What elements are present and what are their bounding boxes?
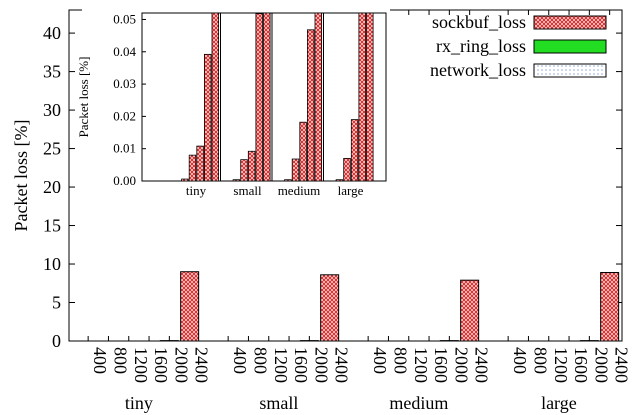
x-tick-label: 1600 <box>431 347 451 383</box>
y-tick-label: 25 <box>43 139 61 159</box>
inset-bar-large-5 <box>366 12 374 182</box>
inset-bar-tiny-1 <box>181 178 189 182</box>
y-tick-label: 40 <box>43 23 61 43</box>
x-tick-label: 400 <box>510 347 530 374</box>
y-tick-label: 30 <box>43 100 61 120</box>
y-tick-label: 35 <box>43 62 61 82</box>
x-tick-label: 1200 <box>411 347 431 383</box>
inset-group-label-small: small <box>233 183 262 198</box>
inset-bar-medium-4 <box>306 29 315 182</box>
group-label-medium: medium <box>389 393 448 413</box>
inset-bar-small-4 <box>255 13 263 182</box>
inset-bar-large-3 <box>350 119 359 182</box>
x-tick-label: 2000 <box>591 347 611 383</box>
bar-tiny-2400 <box>180 271 200 342</box>
inset-y-tick-label: 0.03 <box>113 76 136 91</box>
y-axis-label: Packet loss [%] <box>11 120 31 232</box>
legend-label-rx_ring_loss: rx_ring_loss <box>436 36 526 56</box>
legend-swatch-network_loss <box>533 63 607 78</box>
y-tick-label: 5 <box>52 293 61 313</box>
legend: sockbuf_loss rx_ring_loss network_loss <box>430 12 607 80</box>
x-tick-label: 2400 <box>612 347 632 383</box>
bar-medium-2400 <box>460 279 480 342</box>
x-tick-label: 2000 <box>171 347 191 383</box>
x-tick-label: 1200 <box>271 347 291 383</box>
inset-group-label-tiny: tiny <box>186 183 207 198</box>
inset-bar-large-2 <box>343 157 351 182</box>
x-tick-label: 800 <box>250 347 270 374</box>
inset-bar-tiny-4 <box>203 53 212 182</box>
group-label-large: large <box>541 393 577 413</box>
y-tick-label: 0 <box>52 331 61 351</box>
x-tick-label: 800 <box>530 347 550 374</box>
bar-small-2400 <box>320 274 340 342</box>
legend-label-sockbuf_loss: sockbuf_loss <box>432 12 526 32</box>
inset-bar-medium-5 <box>314 12 322 182</box>
x-tick-label: 2400 <box>472 347 492 383</box>
x-tick-label: 400 <box>90 347 110 374</box>
legend-label-network_loss: network_loss <box>430 60 526 80</box>
x-tick-label: 1600 <box>151 347 171 383</box>
inset-bar-small-2 <box>240 159 248 182</box>
inset-group-label-medium: medium <box>278 183 321 198</box>
inset-bar-tiny-2 <box>188 154 197 182</box>
inset-bar-medium-3 <box>299 121 307 182</box>
inset-y-tick-label: 0.00 <box>113 173 136 188</box>
inset-bar-medium-1 <box>284 179 292 182</box>
group-label-tiny: tiny <box>125 393 153 413</box>
x-tick-label: 1200 <box>131 347 151 383</box>
inset-y-axis-label: Packet loss [%] <box>76 57 91 138</box>
x-tick-label: 400 <box>370 347 390 374</box>
y-tick-label: 20 <box>43 177 61 197</box>
inset-bar-small-3 <box>247 150 256 182</box>
x-tick-label: 1200 <box>551 347 571 383</box>
legend-swatch-sockbuf_loss <box>533 15 607 30</box>
inset-bar-small-1 <box>232 179 241 182</box>
x-tick-label: 400 <box>230 347 250 374</box>
y-tick-label: 15 <box>43 216 61 236</box>
y-tick-label: 10 <box>43 254 61 274</box>
x-tick-label: 2400 <box>332 347 352 383</box>
inset-y-tick-label: 0.05 <box>113 11 136 26</box>
x-tick-label: 1600 <box>291 347 311 383</box>
x-tick-label: 2400 <box>192 347 212 383</box>
x-tick-label: 800 <box>390 347 410 374</box>
bar-large-2400 <box>600 271 620 342</box>
x-tick-label: 2000 <box>451 347 471 383</box>
legend-swatch-rx_ring_loss <box>533 39 607 54</box>
inset-y-tick-label: 0.01 <box>113 141 136 156</box>
inset-bar-medium-2 <box>291 158 300 182</box>
inset-bar-large-1 <box>335 179 344 182</box>
x-tick-label: 800 <box>110 347 130 374</box>
group-label-small: small <box>259 393 298 413</box>
inset-bar-tiny-5 <box>211 12 219 182</box>
inset-background <box>82 9 390 197</box>
x-tick-label: 1600 <box>571 347 591 383</box>
inset-y-tick-label: 0.04 <box>113 44 136 59</box>
inset-group-label-large: large <box>338 183 364 198</box>
inset-y-tick-label: 0.02 <box>113 108 136 123</box>
inset-bar-small-5 <box>263 12 271 182</box>
inset-bar-tiny-3 <box>196 145 204 182</box>
inset-plot: 0.00 0.01 0.02 0.03 0.04 0.05 Packet loss [%] t… <box>76 9 390 198</box>
inset-bar-large-4 <box>358 12 366 182</box>
x-tick-label: 2000 <box>311 347 331 383</box>
